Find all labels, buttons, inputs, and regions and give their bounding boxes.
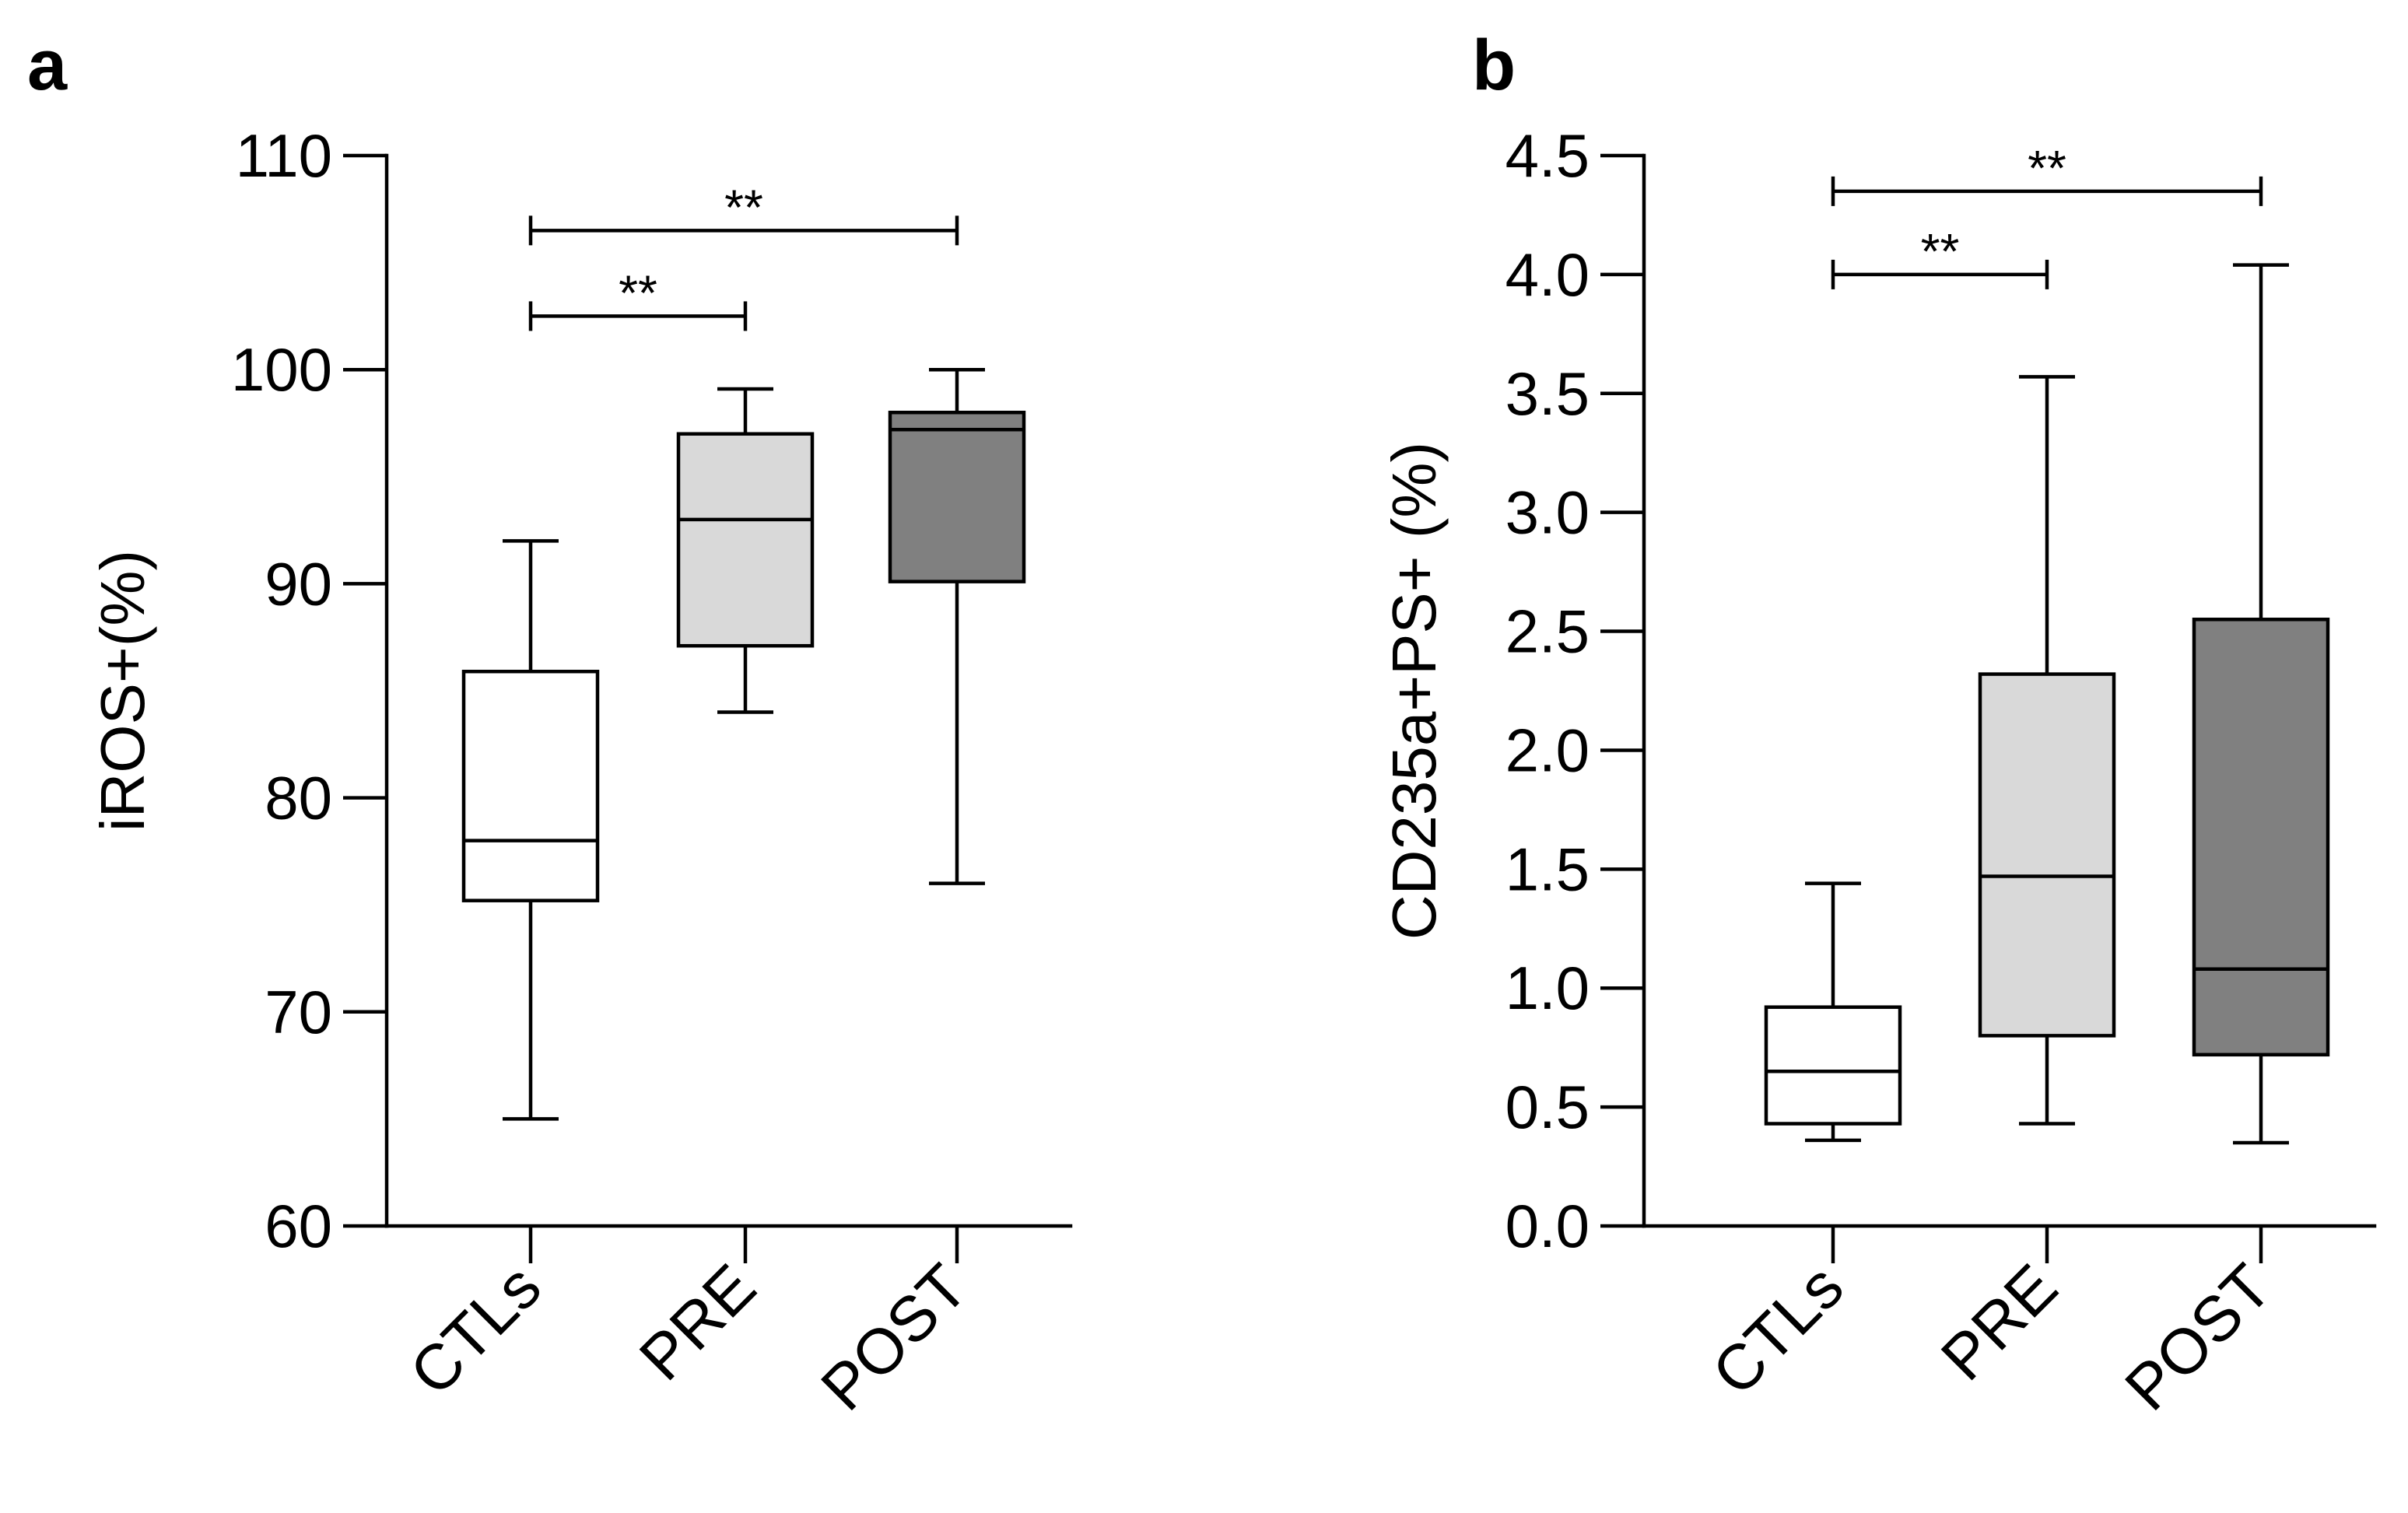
significance-bracket-2: ** bbox=[1831, 140, 2263, 206]
y-tick-label: 1.0 bbox=[1505, 954, 1590, 1022]
box-pre bbox=[1978, 375, 2116, 1126]
box-body bbox=[676, 432, 815, 648]
y-tick-label: 0.0 bbox=[1505, 1192, 1590, 1260]
y-tick-label: 90 bbox=[265, 549, 332, 618]
x-tick-label-ctls: CTLs bbox=[397, 1251, 555, 1409]
y-tick-label: 3.0 bbox=[1505, 478, 1590, 547]
significance-label: ** bbox=[724, 179, 763, 235]
x-tick-label-post: POST bbox=[808, 1251, 981, 1424]
x-tick-label-pre: PRE bbox=[1928, 1251, 2071, 1394]
box-body bbox=[2192, 618, 2330, 1057]
y-tick-label: 0.5 bbox=[1505, 1073, 1590, 1141]
y-tick-label: 4.5 bbox=[1505, 121, 1590, 190]
y-tick-label: 110 bbox=[236, 121, 332, 190]
box-body bbox=[461, 669, 600, 902]
y-axis-title: iROS+(%) bbox=[88, 550, 157, 832]
y-tick-label: 2.0 bbox=[1505, 716, 1590, 784]
significance-label: ** bbox=[1921, 223, 1960, 279]
x-tick-label-post: POST bbox=[2112, 1251, 2285, 1424]
y-tick-label: 2.5 bbox=[1505, 597, 1590, 666]
significance-bracket-1: ** bbox=[528, 264, 748, 331]
box-pre bbox=[676, 387, 815, 714]
y-tick-label: 3.5 bbox=[1505, 359, 1590, 428]
box-body bbox=[888, 410, 1026, 583]
x-tick-label-pre: PRE bbox=[626, 1251, 769, 1394]
y-tick-label: 100 bbox=[231, 335, 332, 404]
significance-bracket-2: ** bbox=[528, 179, 959, 246]
box-post bbox=[888, 367, 1026, 885]
panel-label: b bbox=[1472, 26, 1516, 105]
box-ctls bbox=[461, 539, 600, 1121]
box-post bbox=[2192, 263, 2330, 1145]
box-body bbox=[1764, 1005, 1902, 1126]
box-body bbox=[1978, 672, 2116, 1038]
x-tick-label-ctls: CTLs bbox=[1699, 1251, 1857, 1409]
panel-a: a 60 70 80 90 100 110 iROS+(%) CTLs PRE POST ** ** bbox=[27, 26, 1073, 1424]
significance-label: ** bbox=[2028, 140, 2066, 196]
y-tick-label: 70 bbox=[265, 978, 332, 1046]
y-axis-title: CD235a+PS+ (%) bbox=[1379, 442, 1449, 940]
panel-b: b 0.0 0.5 1.0 1.5 2.0 2.5 3.0 3.5 4.0 4.5 CD235a+PS… bbox=[1379, 26, 2377, 1424]
y-tick-label: 60 bbox=[265, 1192, 332, 1260]
y-tick-label: 80 bbox=[265, 764, 332, 832]
box-ctls bbox=[1764, 881, 1902, 1143]
significance-bracket-1: ** bbox=[1831, 223, 2049, 289]
panel-label: a bbox=[27, 26, 68, 105]
y-tick-label: 1.5 bbox=[1505, 835, 1590, 903]
y-tick-label: 4.0 bbox=[1505, 240, 1590, 309]
significance-label: ** bbox=[619, 264, 657, 320]
